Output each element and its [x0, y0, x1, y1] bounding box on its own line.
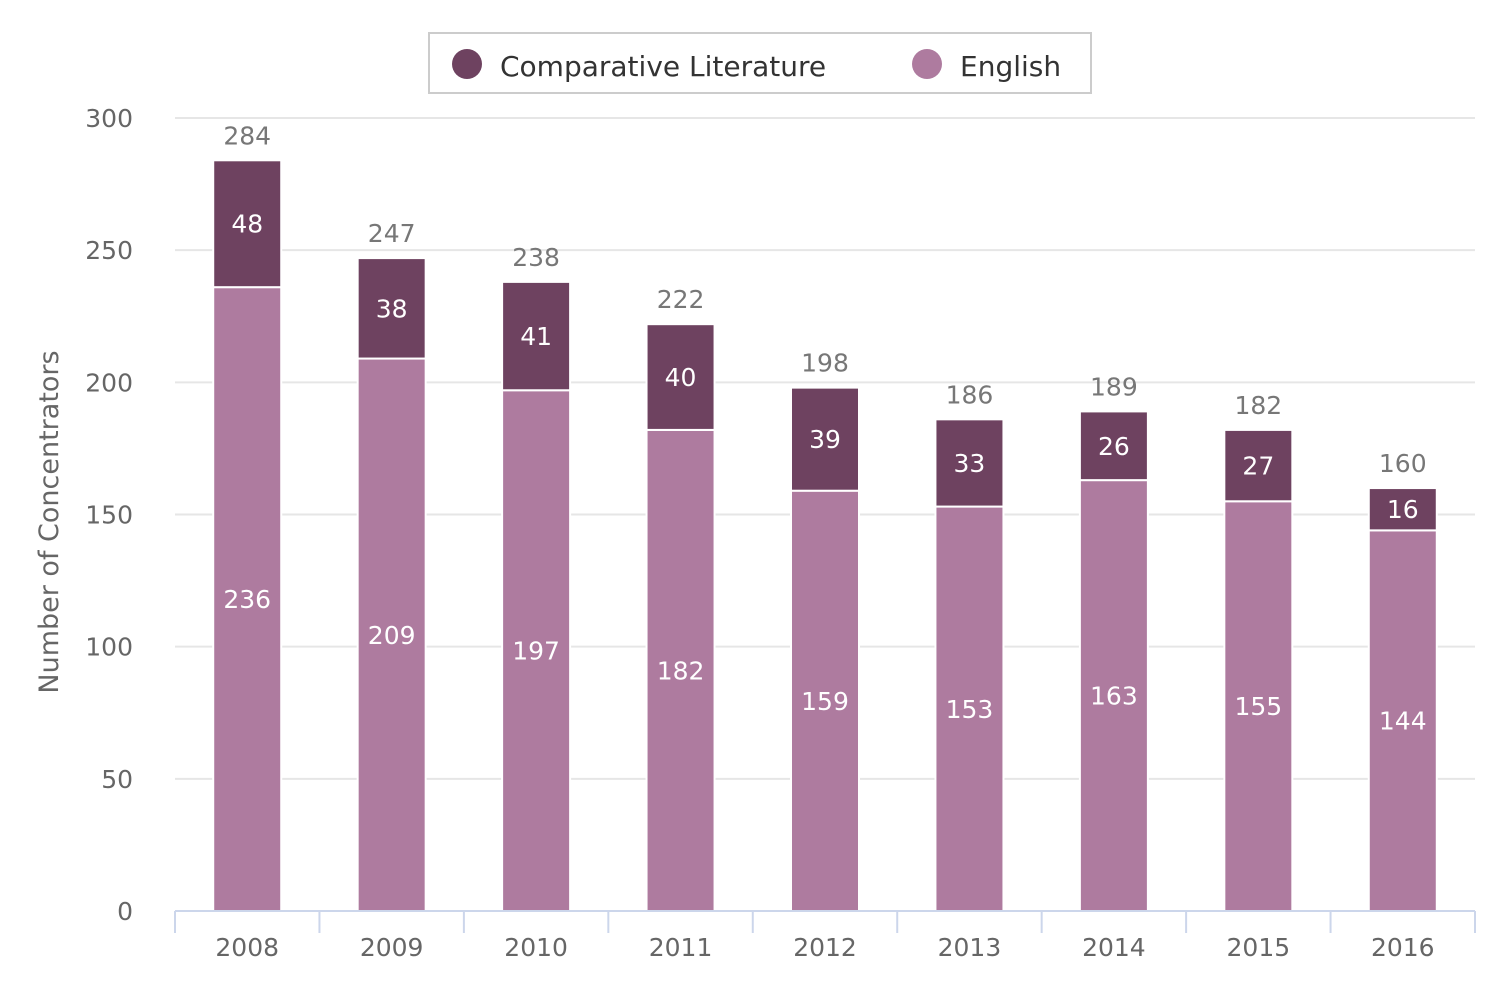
- bar-comparative-literature-2015: [1223, 428, 1294, 503]
- total-label-2010: 238: [512, 243, 560, 272]
- data-label-english-2009: 209: [368, 621, 416, 650]
- y-tick-label-300: 300: [85, 104, 133, 133]
- bar-comparative-literature-2010: [501, 280, 572, 392]
- bar-english-2009: [356, 357, 427, 912]
- y-axis-ticks: 0 50 100 150 200 250 300: [85, 104, 133, 926]
- x-tick-label-2016: 2016: [1371, 933, 1435, 962]
- total-label-2016: 160: [1379, 449, 1427, 478]
- total-label-2009: 247: [368, 219, 416, 248]
- data-label-english-2011: 182: [657, 656, 705, 685]
- legend-swatch-english: [912, 49, 942, 79]
- x-tick-label-2011: 2011: [649, 933, 713, 962]
- data-label-english-2010: 197: [512, 637, 560, 666]
- x-tick-label-2013: 2013: [938, 933, 1002, 962]
- bar-comparative-literature-2011: [645, 323, 716, 431]
- bar-comparative-literature-2016: [1367, 487, 1438, 532]
- bar-comparative-literature-2009: [356, 257, 427, 360]
- y-tick-label-250: 250: [85, 236, 133, 265]
- x-tick-label-2014: 2014: [1082, 933, 1146, 962]
- total-label-2012: 198: [801, 349, 849, 378]
- data-label-comparative-literature-2012: 39: [809, 425, 841, 454]
- bar-english-2010: [501, 389, 572, 913]
- data-label-comparative-literature-2015: 27: [1242, 452, 1274, 481]
- data-label-english-2012: 159: [801, 687, 849, 716]
- y-tick-label-50: 50: [101, 765, 133, 794]
- legend: Comparative Literature English: [428, 32, 1092, 94]
- x-tick-label-2010: 2010: [504, 933, 568, 962]
- bar-english-2011: [645, 428, 716, 912]
- x-tick-label-2012: 2012: [793, 933, 857, 962]
- bar-comparative-literature-2008: [212, 159, 283, 289]
- data-label-comparative-literature-2016: 16: [1387, 495, 1419, 524]
- legend-label-comparative-literature: Comparative Literature: [500, 50, 826, 83]
- x-tick-label-2015: 2015: [1227, 933, 1291, 962]
- data-label-comparative-literature-2014: 26: [1098, 432, 1130, 461]
- x-tick-label-2009: 2009: [360, 933, 424, 962]
- legend-swatch-comparative-literature: [452, 49, 482, 79]
- total-label-2013: 186: [946, 380, 994, 409]
- bar-english-2016: [1367, 529, 1438, 912]
- data-label-comparative-literature-2008: 48: [231, 210, 263, 239]
- data-label-english-2015: 155: [1234, 692, 1282, 721]
- bar-english-2014: [1078, 479, 1149, 912]
- bars: 236 48 284 209 38 247 197 41 238 182 40 222 159 39 198…: [212, 121, 1438, 913]
- bar-english-2013: [934, 505, 1005, 912]
- y-tick-label-100: 100: [85, 633, 133, 662]
- legend-label-english: English: [960, 50, 1061, 83]
- legend-box: [428, 32, 1092, 94]
- bar-comparative-literature-2014: [1078, 410, 1149, 482]
- bar-comparative-literature-2013: [934, 418, 1005, 508]
- data-label-english-2013: 153: [946, 695, 994, 724]
- y-tick-label-0: 0: [117, 897, 133, 926]
- bar-comparative-literature-2012: [790, 386, 860, 492]
- data-label-comparative-literature-2010: 41: [520, 322, 552, 351]
- total-label-2011: 222: [657, 285, 705, 314]
- data-label-english-2016: 144: [1379, 707, 1427, 736]
- x-axis: 2008 2009 2010 2011 2012 2013 2014 2015 2016: [174, 910, 1476, 962]
- y-tick-label-200: 200: [85, 368, 133, 397]
- y-axis-title: Number of Concentrators: [34, 350, 65, 693]
- data-label-english-2014: 163: [1090, 682, 1138, 711]
- x-tick-label-2008: 2008: [215, 933, 279, 962]
- bar-english-2015: [1223, 500, 1294, 912]
- data-label-comparative-literature-2009: 38: [376, 294, 408, 323]
- data-label-comparative-literature-2013: 33: [954, 449, 986, 478]
- data-label-comparative-literature-2011: 40: [665, 363, 697, 392]
- data-label-english-2008: 236: [223, 585, 271, 614]
- total-label-2014: 189: [1090, 372, 1138, 401]
- total-label-2015: 182: [1234, 391, 1282, 420]
- total-label-2008: 284: [223, 121, 271, 150]
- y-tick-label-150: 150: [85, 501, 133, 530]
